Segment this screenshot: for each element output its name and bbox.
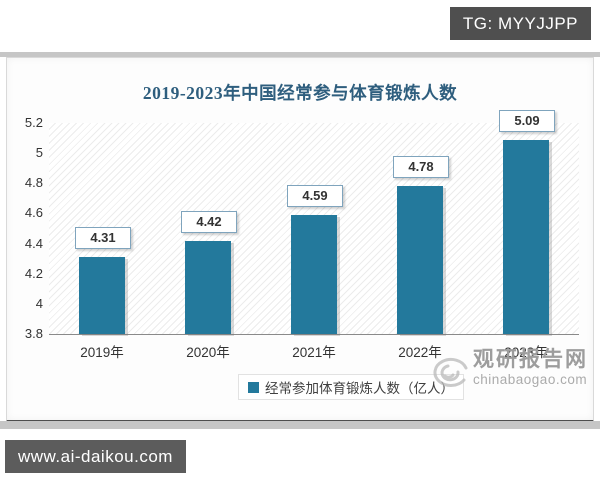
bar-2022年 [397, 186, 443, 334]
x-tick-label: 2020年 [186, 345, 230, 360]
y-tick-label: 4 [35, 295, 43, 311]
y-tick-label: 4.4 [24, 235, 43, 251]
value-label: 5.09 [499, 109, 555, 132]
y-tick-label: 5.2 [24, 115, 43, 130]
y-tick-label: 4.2 [24, 265, 43, 281]
legend-marker-icon [248, 381, 259, 393]
bar-2021年 [291, 214, 337, 334]
bar-2023年 [503, 139, 549, 334]
watermark-site-domain: chinabaogao.com [473, 372, 588, 387]
bar-2019年 [79, 257, 125, 334]
x-tick-label: 2023年 [504, 345, 548, 360]
value-label: 4.59 [287, 184, 343, 207]
telegram-contact-badge: TG: MYYJJPP [449, 7, 591, 40]
value-label: 4.31 [75, 227, 131, 250]
x-tick-label: 2022年 [398, 345, 442, 360]
value-label: 4.78 [393, 156, 449, 179]
y-tick-label: 3.8 [24, 326, 43, 341]
x-tick-label: 2019年 [80, 345, 124, 360]
y-tick-label: 4.8 [24, 175, 43, 191]
site-url-badge: www.ai-daikou.com [5, 440, 186, 473]
x-tick-label: 2021年 [292, 345, 336, 360]
legend-series-label: 经常参加体育锻炼人数（亿人） [265, 381, 454, 396]
y-tick-label: 4.6 [24, 205, 43, 221]
plot-area: 4.31 4.42 4.59 4.78 5.09 [49, 109, 579, 335]
bottom-divider-strip [0, 421, 600, 429]
chart-title: 2019-2023年中国经常参与体育锻炼人数 [142, 83, 458, 103]
y-tick-label: 5 [35, 145, 43, 161]
legend: 经常参加体育锻炼人数（亿人） [238, 374, 464, 400]
top-divider-strip [0, 52, 600, 57]
chart-card: 2019-2023年中国经常参与体育锻炼人数 3.8 4 4.2 4.4 4.6 4.8 5… [6, 57, 594, 422]
value-label: 4.42 [181, 210, 237, 233]
bar-2020年 [185, 240, 231, 334]
